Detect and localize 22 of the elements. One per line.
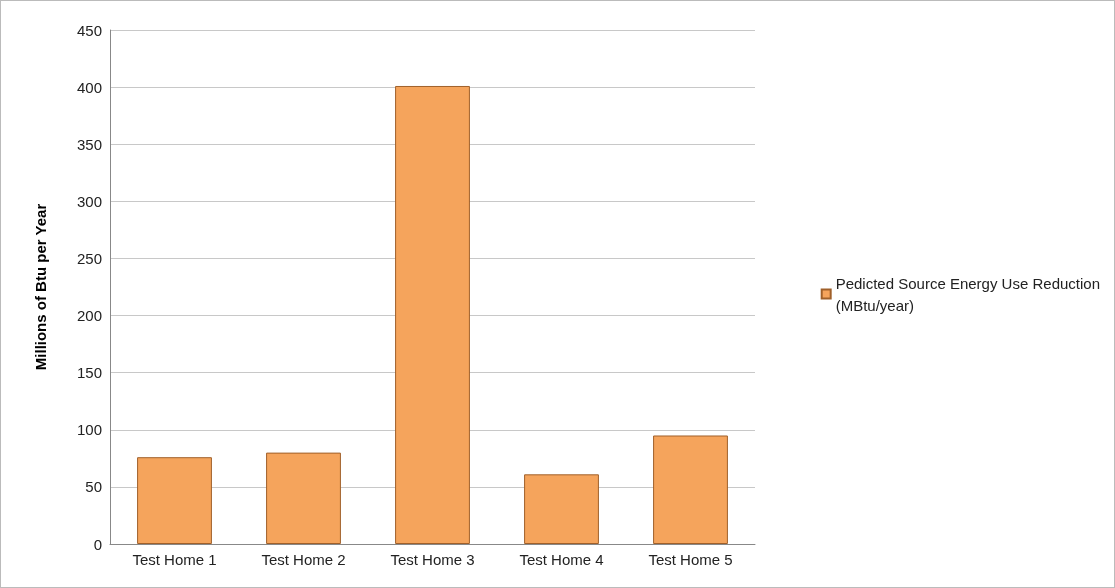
x-tick-label: Test Home 4 (519, 551, 604, 568)
y-tick-label: 50 (85, 478, 102, 496)
x-tick-label: Test Home 1 (132, 551, 217, 568)
x-tick-label: Test Home 3 (390, 551, 475, 568)
bar (653, 435, 728, 544)
y-tick-label: 200 (76, 307, 102, 325)
x-tick-label: Test Home 5 (648, 551, 733, 568)
legend-label: Pedicted Source Energy Use Reduction (MBtu/year) (835, 274, 1101, 314)
y-tick-label: 400 (76, 78, 102, 96)
bar (395, 85, 470, 544)
bar (266, 452, 341, 544)
y-tick-label: 450 (76, 21, 102, 39)
y-tick-label: 100 (76, 421, 102, 439)
x-tick-label: Test Home 2 (261, 551, 346, 568)
y-tick-label: 150 (76, 364, 102, 382)
y-tick-label: 0 (93, 535, 102, 553)
y-axis-title: Millions of Btu per Year (32, 203, 49, 371)
y-tick-label: 250 (76, 249, 102, 267)
y-tick-label: 350 (76, 135, 102, 153)
bar (524, 474, 599, 544)
bar (137, 457, 212, 544)
y-tick-label: 300 (76, 192, 102, 210)
